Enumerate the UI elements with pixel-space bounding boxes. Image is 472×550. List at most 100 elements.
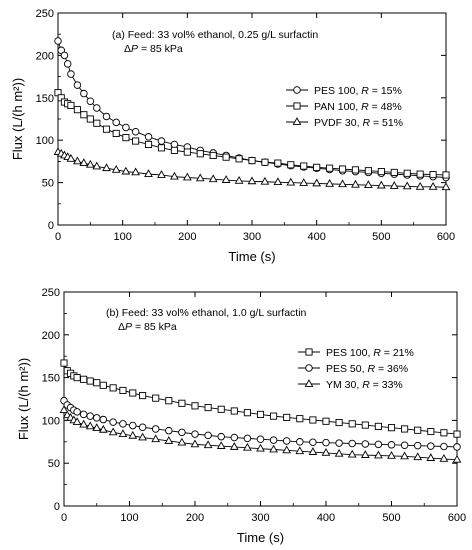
- data-point: [112, 129, 120, 137]
- data-point: [286, 177, 296, 186]
- data-point: [177, 437, 187, 446]
- data-point: [295, 446, 305, 455]
- series-triangle: [59, 405, 462, 463]
- data-point: [151, 434, 161, 443]
- data-point: [439, 454, 449, 462]
- x-tick-label: 0: [61, 512, 67, 524]
- data-point: [400, 441, 409, 449]
- data-point: [243, 409, 251, 417]
- data-point: [170, 140, 179, 149]
- y-tick-label: 50: [42, 178, 54, 190]
- data-point: [415, 181, 425, 190]
- x-tick-label: 400: [317, 512, 335, 524]
- series-triangle: [53, 147, 451, 191]
- y-tick-label: 250: [36, 8, 54, 20]
- data-point: [414, 426, 422, 434]
- data-point: [66, 153, 76, 162]
- data-point: [338, 165, 347, 173]
- data-point: [93, 379, 101, 387]
- data-point: [152, 394, 160, 402]
- data-point: [73, 408, 81, 416]
- data-point: [73, 81, 82, 89]
- data-point: [260, 176, 270, 185]
- data-point: [426, 453, 436, 461]
- data-point: [73, 156, 82, 165]
- data-point: [102, 125, 111, 133]
- data-point: [183, 148, 191, 156]
- data-point: [170, 146, 178, 154]
- data-point: [413, 441, 422, 450]
- data-point: [178, 428, 186, 437]
- data-point: [221, 175, 231, 183]
- data-point: [243, 442, 252, 451]
- data-point: [282, 445, 292, 454]
- data-point: [72, 417, 82, 425]
- legend-marker: [292, 117, 302, 125]
- data-point: [164, 436, 174, 444]
- data-point: [86, 115, 94, 123]
- data-point: [144, 169, 153, 178]
- data-point: [427, 442, 435, 450]
- data-point: [85, 421, 95, 430]
- data-point: [99, 415, 108, 424]
- data-point: [92, 414, 101, 422]
- data-point: [364, 167, 372, 175]
- data-point: [235, 155, 243, 163]
- data-point: [325, 178, 334, 187]
- data-point: [128, 430, 138, 439]
- data-point: [216, 441, 226, 449]
- data-point: [387, 424, 396, 432]
- data-point: [170, 171, 179, 180]
- data-point: [109, 384, 117, 392]
- x-tick-label: 300: [243, 231, 261, 243]
- x-tick-label: 500: [382, 512, 400, 524]
- data-point: [256, 435, 265, 443]
- data-point: [338, 179, 347, 188]
- data-point: [229, 442, 239, 450]
- legend-label: PAN 100, R = 48%: [314, 101, 402, 113]
- data-point: [60, 51, 69, 60]
- data-point: [54, 37, 62, 45]
- data-point: [441, 182, 451, 191]
- x-tick-label: 0: [55, 231, 61, 243]
- data-point: [440, 442, 448, 451]
- data-point: [191, 402, 199, 410]
- series-square: [60, 359, 461, 438]
- data-point: [86, 412, 94, 420]
- data-point: [203, 440, 213, 449]
- data-point: [308, 447, 318, 455]
- data-point: [119, 420, 127, 428]
- data-point: [118, 429, 128, 437]
- data-point: [269, 436, 278, 444]
- data-point: [131, 127, 140, 136]
- data-point: [374, 422, 382, 430]
- x-tick-label: 200: [186, 512, 204, 524]
- legend-label: PES 100, R = 21%: [326, 347, 414, 359]
- data-point: [208, 174, 218, 183]
- data-point: [261, 158, 269, 166]
- data-point: [402, 181, 412, 190]
- data-point: [300, 162, 308, 170]
- annotation-line: ΔP = 85 kPa: [118, 321, 177, 333]
- data-point: [377, 168, 385, 176]
- data-point: [79, 410, 88, 419]
- data-point: [165, 397, 173, 405]
- data-point: [387, 451, 396, 459]
- data-point: [351, 179, 360, 188]
- data-point: [428, 181, 438, 190]
- data-point: [347, 449, 357, 458]
- data-point: [131, 167, 140, 176]
- data-point: [132, 137, 140, 145]
- data-point: [80, 375, 88, 383]
- x-tick-label: 100: [120, 512, 138, 524]
- data-point: [326, 164, 334, 172]
- y-axis-title: Flux (L/(h m²)): [10, 78, 25, 160]
- data-point: [270, 412, 278, 420]
- data-point: [79, 419, 89, 428]
- legend-marker: [293, 102, 301, 110]
- data-point: [157, 137, 166, 145]
- data-point: [138, 432, 147, 441]
- data-point: [196, 150, 204, 158]
- data-point: [230, 407, 238, 415]
